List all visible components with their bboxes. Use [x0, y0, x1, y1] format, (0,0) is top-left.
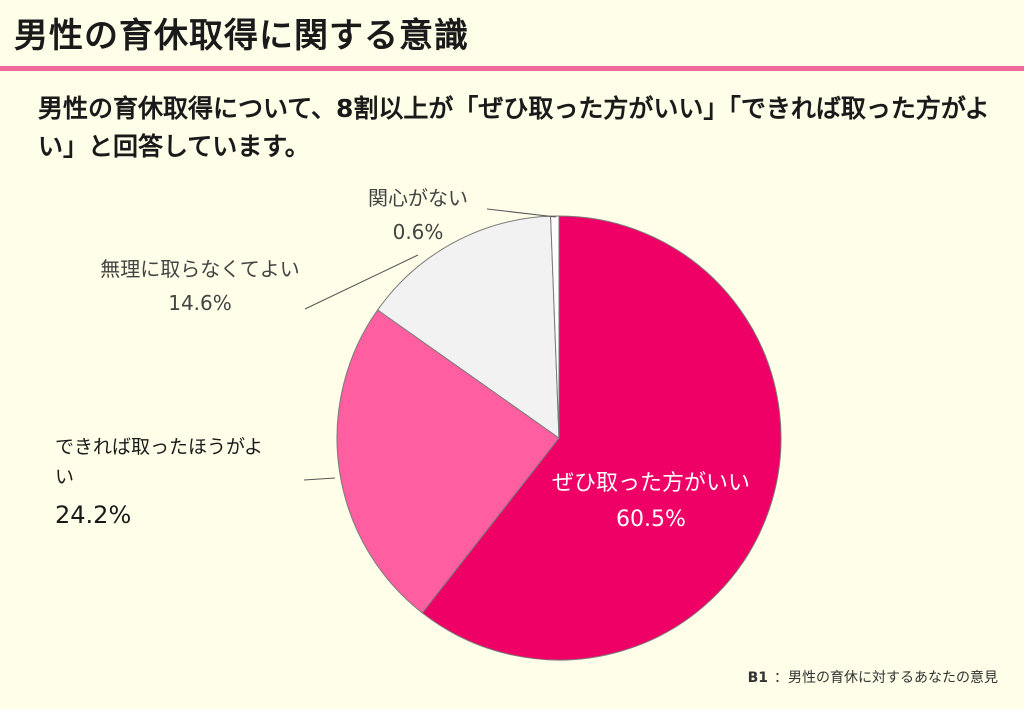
page-title: 男性の育休取得に関する意識	[14, 16, 469, 56]
source-note: B1 ：男性の育休に対するあなたの意見	[748, 667, 998, 687]
source-code: B1	[747, 670, 768, 686]
slice-category-label: 関心がない	[368, 186, 468, 210]
slice-value-label: 24.2%	[55, 501, 131, 529]
pie-slices	[336, 215, 782, 661]
slice-value-label: 14.6%	[168, 291, 232, 315]
lead-text: 男性の育休取得について、8割以上が「ぜひ取った方がいい」「できれば取った方がよい…	[38, 94, 990, 161]
slice-category-label: 無理に取らなくてよい	[100, 257, 299, 281]
slice-category-label: できれば取ったほうがよ	[55, 436, 263, 458]
slice-category-label: ぜひ取った方がいい	[552, 471, 750, 496]
pie-slice	[336, 309, 560, 614]
leader-line	[486, 208, 557, 218]
leader-line	[304, 254, 419, 310]
source-text: ：男性の育休に対するあなたの意見	[774, 670, 998, 686]
slice-value-label: 60.5%	[616, 507, 686, 532]
pie-slice	[376, 215, 560, 439]
slice-category-label: い	[55, 466, 74, 488]
slice-value-label: 0.6%	[393, 220, 444, 244]
leader-line	[303, 477, 336, 481]
leader-lines	[303, 208, 557, 481]
title-divider	[0, 66, 1024, 71]
pie-slice	[421, 215, 782, 661]
